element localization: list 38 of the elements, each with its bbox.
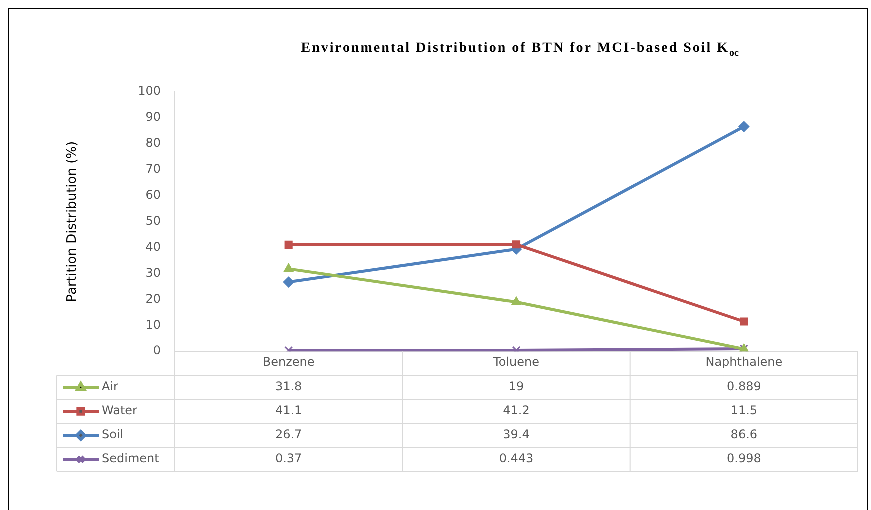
point [512, 240, 521, 249]
point [283, 276, 294, 288]
y-tick-label: 80 [146, 136, 161, 150]
y-axis-title: Partition Distribution (%) [65, 141, 80, 302]
legend-label: Soil [102, 428, 124, 442]
data-label: 19 [508, 380, 524, 394]
point [740, 318, 748, 326]
data-label: 31.8 [275, 380, 302, 394]
legend-label: Water [102, 404, 138, 418]
y-tick-label: 40 [146, 240, 161, 254]
data-label: 41.2 [503, 404, 530, 418]
y-tick-label: 70 [146, 162, 161, 176]
point [284, 264, 294, 272]
data-label: 0.443 [499, 452, 534, 466]
data-label: 41.1 [275, 404, 302, 418]
y-tick-label: 30 [146, 266, 161, 280]
y-tick-label: 100 [138, 84, 161, 98]
point [738, 121, 750, 132]
data-label: 86.6 [730, 428, 758, 442]
data-label: 11.5 [730, 404, 758, 418]
y-tick-label: 90 [146, 110, 161, 124]
data-label: 0.998 [726, 452, 762, 466]
point [512, 296, 522, 306]
y-tick-label: 10 [146, 318, 161, 332]
legend-label: Air [102, 380, 119, 394]
y-tick-label: 0 [153, 344, 161, 358]
data-label: 0.889 [726, 380, 762, 394]
x-tick-label: Toluene [492, 354, 540, 369]
data-label: 0.37 [275, 452, 302, 466]
data-label: 26.7 [275, 428, 302, 442]
point [284, 240, 293, 249]
y-tick-label: 60 [146, 188, 161, 202]
legend-label: Sediment [102, 452, 160, 466]
y-tick-label: 20 [146, 292, 161, 306]
data-label: 39.4 [503, 428, 530, 442]
x-tick-label: Naphthalene [706, 354, 783, 369]
y-tick-label: 50 [146, 214, 161, 228]
x-tick-label: Benzene [262, 354, 315, 369]
